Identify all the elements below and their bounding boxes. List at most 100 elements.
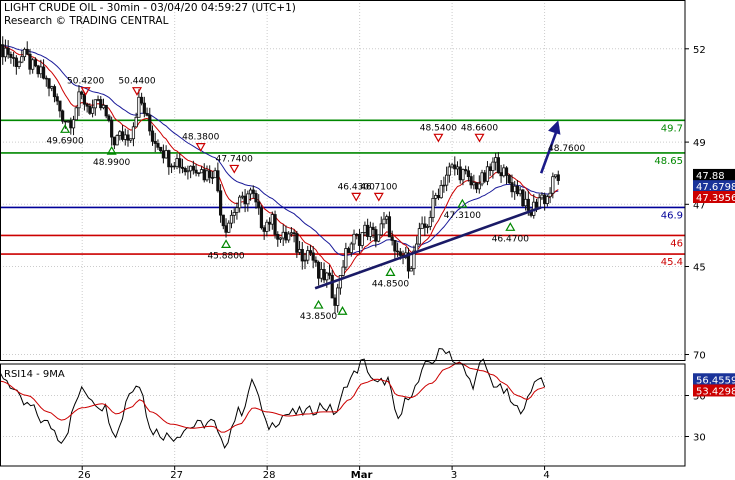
- candle-body: [357, 234, 362, 246]
- x-tick-label: 4: [543, 470, 549, 480]
- candle-body: [1, 44, 5, 58]
- candle-body: [205, 170, 209, 181]
- candle-body: [208, 170, 212, 178]
- candle-body: [96, 99, 100, 101]
- pivot-high-marker: [373, 192, 384, 202]
- x-tick-label: 3: [451, 470, 457, 480]
- candle-body: [88, 105, 92, 114]
- candle-body: [278, 237, 283, 240]
- candle-body: [553, 174, 558, 178]
- candle-body: [142, 102, 146, 114]
- price-tag: 47.88: [696, 171, 725, 182]
- pivot-high-marker: [195, 143, 206, 152]
- candle-body: [99, 99, 103, 109]
- candle-body: [409, 268, 413, 272]
- candle-body: [300, 249, 304, 262]
- candle-body: [461, 169, 465, 181]
- candle-body: [556, 174, 560, 181]
- price-tag-bg: [693, 190, 735, 203]
- candle-body: [118, 131, 122, 136]
- candle-body: [322, 269, 326, 281]
- candle-body: [485, 166, 490, 182]
- candle-body: [202, 169, 206, 181]
- candle-body: [74, 107, 78, 121]
- axis-labels: 45 47 49 52 30 50 70 26 27 28 Mar 3 4: [78, 45, 706, 480]
- candle-body: [248, 189, 253, 195]
- candle-body: [52, 86, 57, 98]
- candle-body: [507, 175, 511, 184]
- candle-body: [314, 259, 318, 263]
- candle-body: [80, 91, 84, 95]
- rsi-y-tick-label: 30: [693, 433, 706, 444]
- candle-body: [33, 59, 38, 67]
- candle-body: [447, 166, 451, 176]
- pivot-high-label: 46.4300: [338, 182, 375, 192]
- candle-body: [352, 233, 356, 245]
- chart-subtitle: Research © TRADING CENTRAL: [4, 15, 169, 27]
- candle-body: [504, 167, 509, 176]
- candle-body: [385, 216, 389, 220]
- candle-body: [442, 184, 446, 187]
- candle-body: [338, 275, 343, 289]
- candle-body: [415, 243, 419, 252]
- candle-body: [396, 250, 400, 253]
- candle-body: [90, 107, 95, 114]
- candle-body: [510, 182, 514, 193]
- candle-body: [145, 113, 149, 116]
- pivot-low-marker: [457, 198, 468, 208]
- candle-body: [480, 172, 484, 185]
- candle-body: [374, 229, 378, 242]
- candle-body: [434, 195, 438, 199]
- candle-body: [175, 158, 179, 167]
- candle-body: [213, 170, 217, 179]
- candle-body: [297, 249, 302, 253]
- candle-body: [439, 185, 443, 199]
- x-tick-label: 27: [170, 470, 183, 480]
- price-y-tick-label: 47: [693, 200, 706, 211]
- candle-body: [548, 192, 552, 198]
- pivot-low-label: 48.9900: [93, 158, 130, 168]
- pivot-low-label: 43.8500: [300, 312, 337, 322]
- pivot-high-label: 48.6600: [461, 123, 498, 133]
- candle-body: [363, 224, 367, 233]
- candle-body: [251, 189, 255, 194]
- price-tag: 47.6798: [696, 182, 735, 193]
- pivot-low-label: 44.8500: [372, 279, 409, 289]
- candle-body: [379, 223, 383, 236]
- candle-body: [243, 195, 247, 205]
- candle-body: [101, 104, 106, 109]
- rsi-series-rsi14: [0, 347, 546, 450]
- candle-body: [406, 252, 411, 272]
- candle-body: [494, 157, 498, 163]
- candle-body: [270, 214, 274, 225]
- candle-body: [172, 165, 176, 168]
- candle-body: [526, 198, 530, 211]
- candle-body: [63, 120, 67, 123]
- pivot-high-label: 47.7400: [216, 154, 253, 164]
- price-panel-frame: [0, 0, 686, 361]
- candle-body: [330, 274, 334, 299]
- projection-arrow-head: [548, 120, 561, 135]
- candle-body: [164, 150, 168, 159]
- candle-body: [229, 214, 234, 224]
- pivot-low-label: 46.4700: [492, 234, 529, 244]
- candle-body: [189, 165, 193, 172]
- candle-body: [417, 228, 421, 245]
- candle-body: [262, 227, 266, 232]
- panel-frames: [0, 0, 686, 467]
- candle-body: [368, 226, 372, 237]
- candle-body: [265, 221, 269, 232]
- candle-body: [502, 167, 506, 177]
- candle-body: [115, 135, 119, 146]
- candle-body: [551, 176, 555, 194]
- candle-body: [303, 259, 307, 262]
- candle-body: [543, 194, 547, 204]
- candle-body: [44, 77, 48, 80]
- candle-body: [156, 143, 160, 148]
- candle-body: [126, 134, 130, 141]
- candle-body: [387, 216, 392, 238]
- pivot-low-marker: [385, 267, 396, 276]
- candle-body: [287, 233, 291, 241]
- candle-body: [333, 297, 337, 306]
- candle-body: [140, 96, 144, 104]
